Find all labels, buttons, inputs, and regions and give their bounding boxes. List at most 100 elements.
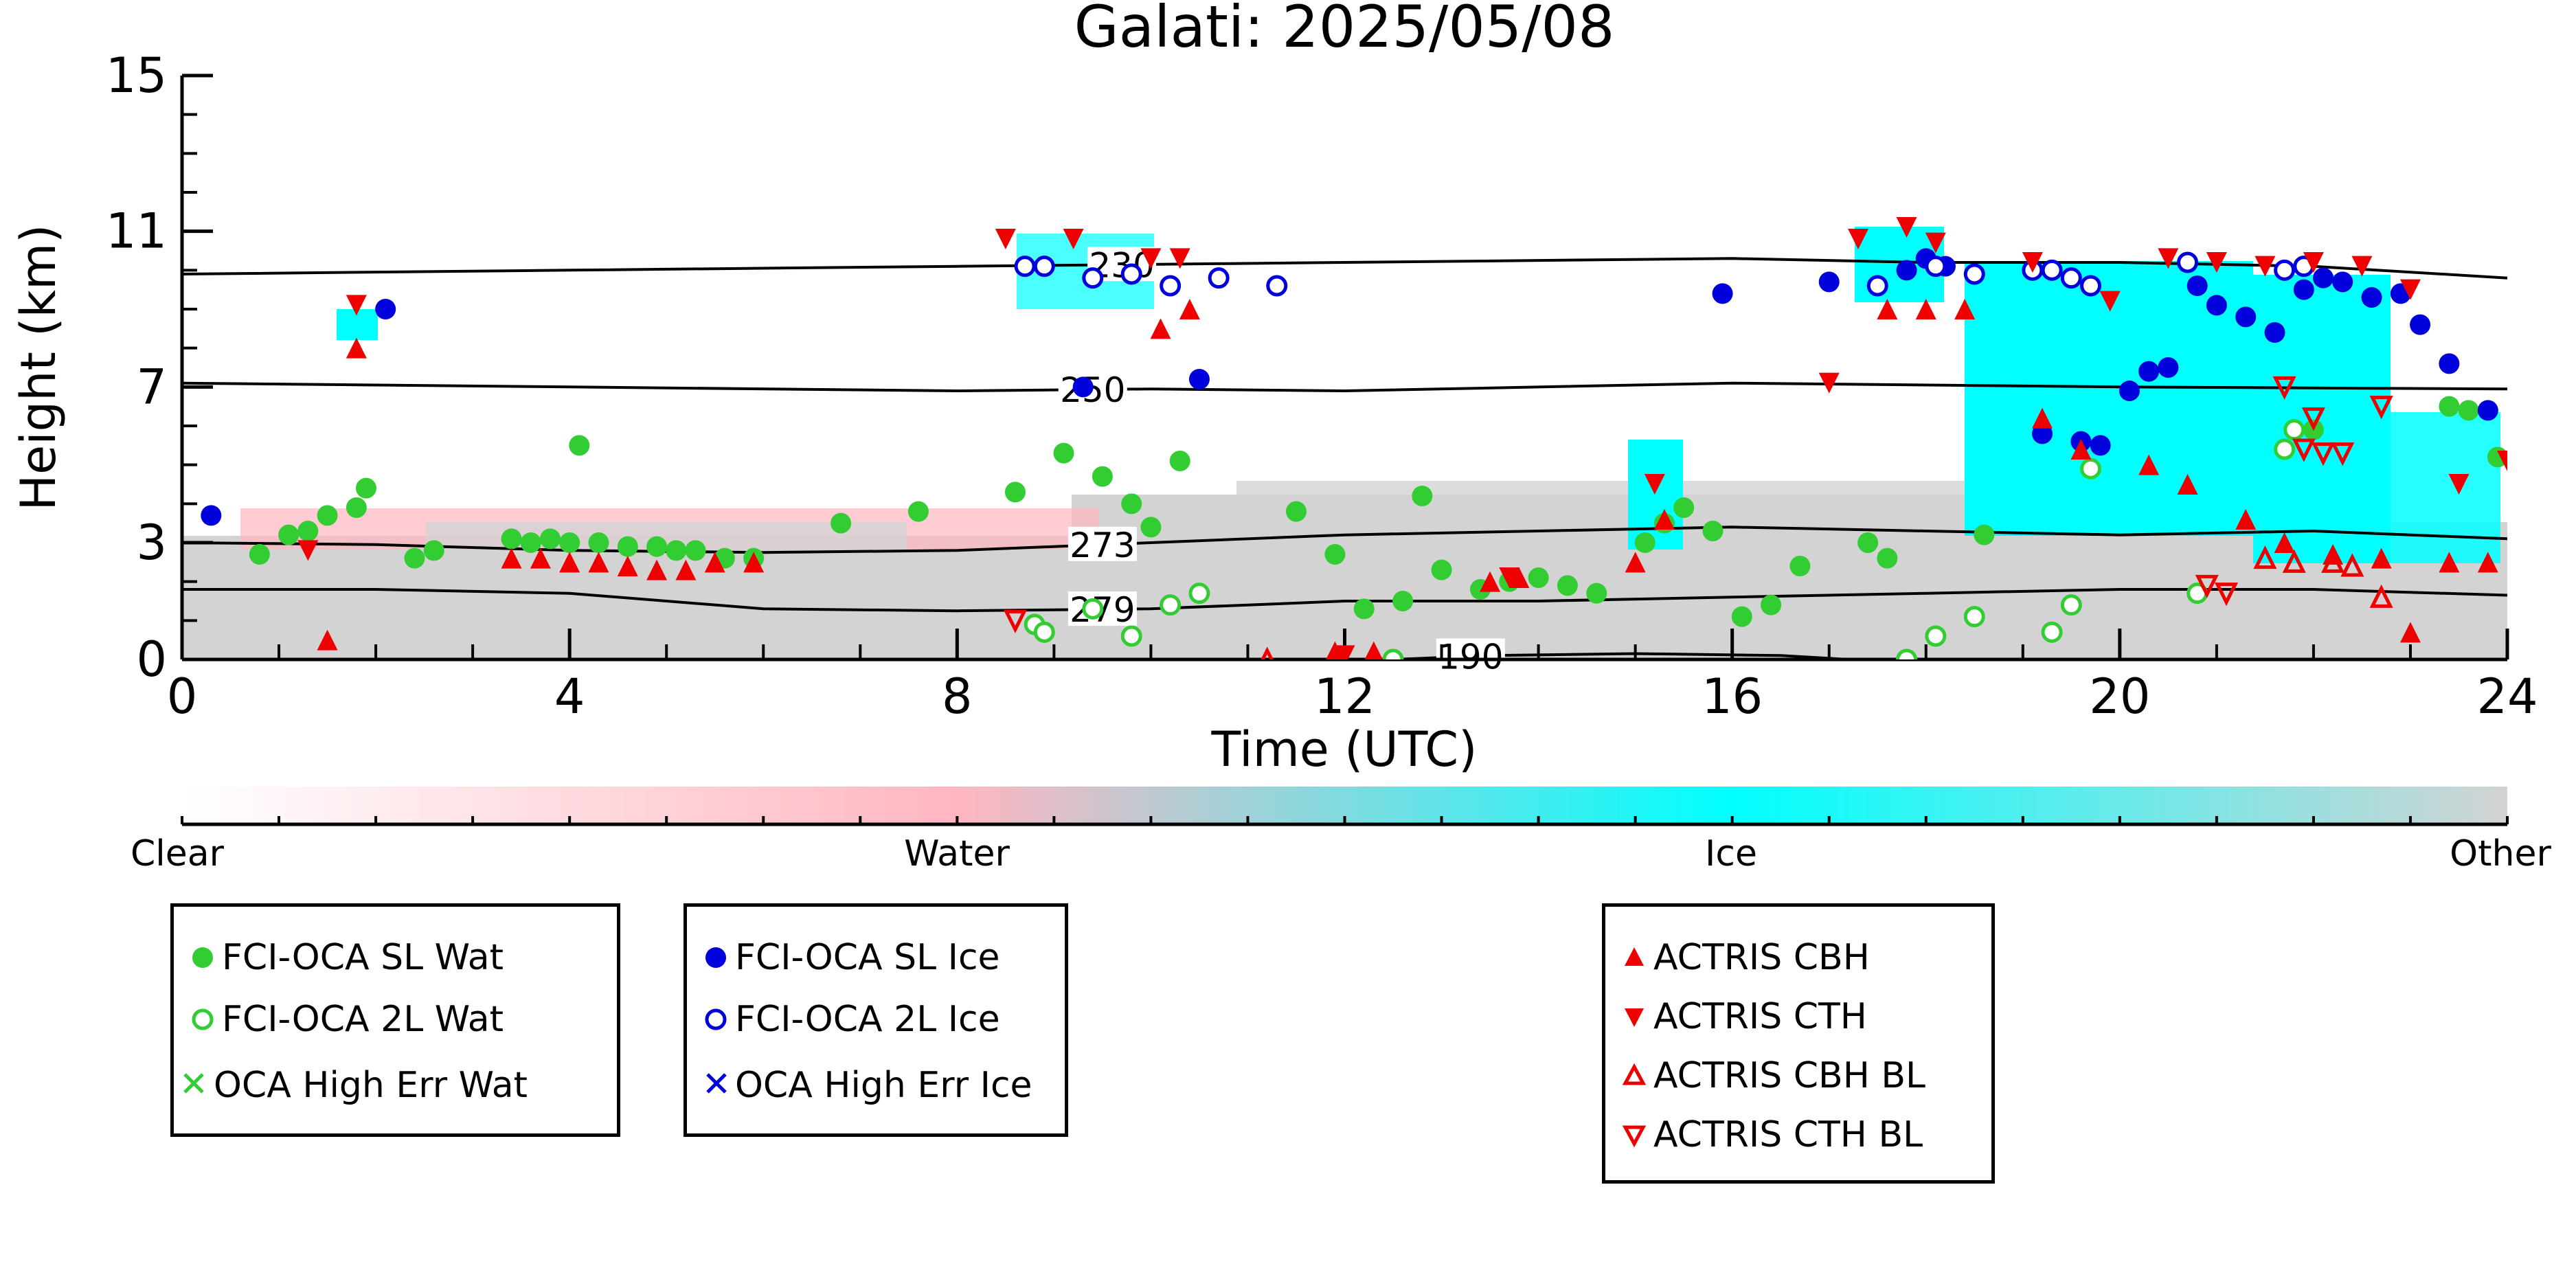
data-point — [1160, 275, 1182, 297]
data-point — [2399, 279, 2421, 300]
data-point — [2206, 252, 2227, 273]
data-point — [743, 552, 765, 573]
data-point — [1925, 625, 1947, 647]
legend-item: FCI-OCA 2L Wat — [174, 999, 504, 1040]
data-point — [675, 559, 697, 580]
legend-label: ACTRIS CBH BL — [1653, 1055, 1925, 1096]
data-point — [1208, 267, 1230, 289]
data-point — [2099, 291, 2121, 312]
data-point — [375, 299, 396, 319]
legend-ice: FCI-OCA SL Ice FCI-OCA 2L Ice OCA High E… — [683, 903, 1068, 1137]
cloud-mask-background — [182, 227, 2507, 659]
data-point — [2264, 322, 2285, 343]
data-point — [2158, 248, 2179, 269]
data-point — [1033, 621, 1055, 643]
colorbar-label-water: Water — [904, 833, 1010, 874]
data-point — [2235, 306, 2257, 328]
data-point — [317, 505, 338, 526]
data-point — [685, 540, 706, 561]
y-tick-label: 0 — [136, 631, 167, 688]
data-point — [1121, 493, 1142, 515]
x-ticks: 0 4 8 12 16 20 24 — [167, 629, 2538, 725]
legend-label: OCA High Err Wat — [214, 1065, 528, 1106]
data-point — [2293, 279, 2314, 300]
data-point — [2022, 252, 2043, 273]
chart-title: Galati: 2025/05/08 — [1074, 0, 1615, 60]
data-point — [2410, 314, 2431, 335]
data-point — [1053, 442, 1074, 464]
data-point — [2214, 583, 2239, 607]
data-point — [1014, 256, 1036, 278]
legend-actris: ACTRIS CBH ACTRIS CTH ACTRIS CBH BL ACTR… — [1602, 903, 1995, 1184]
data-point — [297, 521, 319, 541]
legend-label: FCI-OCA 2L Wat — [222, 999, 504, 1040]
legend-item: ACTRIS CBH BL — [1605, 1055, 1925, 1096]
data-point — [2477, 552, 2498, 573]
data-point — [1382, 648, 1404, 659]
data-point — [831, 512, 852, 534]
data-point — [2399, 622, 2421, 643]
legend-label: ACTRIS CTH — [1653, 996, 1867, 1037]
legend-item: OCA High Err Wat — [174, 1065, 528, 1106]
data-point — [1702, 521, 1724, 541]
data-point — [317, 629, 338, 651]
data-point — [2439, 552, 2460, 573]
data-point — [1334, 645, 1355, 659]
data-point — [1974, 524, 1995, 545]
data-point — [1877, 547, 1898, 569]
filled-circle-marker-icon — [705, 947, 726, 968]
data-point — [646, 559, 668, 580]
data-point — [2340, 553, 2364, 577]
y-tick-label: 3 — [136, 515, 167, 571]
x-axis-label: Time (UTC) — [1211, 721, 1478, 778]
data-point — [995, 229, 1016, 249]
legend-label: OCA High Err Ice — [735, 1065, 1032, 1106]
data-point — [1818, 271, 1840, 293]
data-point — [907, 501, 929, 522]
data-point — [1140, 248, 1162, 269]
data-point — [2274, 259, 2296, 281]
data-point — [1954, 299, 1976, 319]
data-point — [2361, 287, 2382, 308]
data-point — [2303, 252, 2324, 273]
data-point — [2041, 259, 2063, 281]
data-point — [1150, 318, 1171, 339]
data-point — [1925, 256, 1947, 278]
data-point — [1169, 451, 1190, 471]
data-point — [2439, 353, 2460, 374]
data-point — [1877, 299, 1898, 319]
data-point — [1673, 497, 1695, 518]
contour-line — [182, 381, 2507, 393]
legend-item: ACTRIS CTH — [1605, 996, 1867, 1037]
data-point — [2321, 549, 2345, 573]
data-point — [2206, 295, 2227, 316]
data-point — [1140, 517, 1162, 538]
legend-item: ACTRIS CTH BL — [1605, 1114, 1923, 1155]
data-point — [2041, 621, 2063, 643]
data-point — [1003, 609, 1028, 633]
contour-label-bg — [1436, 638, 1505, 673]
data-point — [2187, 275, 2208, 296]
data-point — [559, 552, 580, 573]
data-point — [1557, 575, 1578, 596]
data-point — [1896, 648, 1918, 659]
data-point — [297, 540, 319, 561]
data-point — [1528, 567, 1549, 588]
data-point — [2477, 400, 2498, 421]
contour-labels: 230250273279190 — [1058, 245, 1505, 677]
legend-label: ACTRIS CTH BL — [1653, 1114, 1923, 1155]
legend-label: ACTRIS CBH — [1653, 937, 1870, 978]
data-point — [1866, 275, 1888, 297]
legend-item: FCI-OCA 2L Ice — [687, 999, 1000, 1040]
data-point — [2080, 275, 2102, 297]
data-point — [1509, 567, 1530, 588]
filled-circle-marker-icon — [192, 947, 213, 968]
data-point — [1072, 376, 1094, 398]
data-point — [1586, 583, 1607, 604]
data-point — [1004, 482, 1026, 503]
data-point — [2369, 396, 2393, 420]
data-point — [1963, 606, 1985, 628]
data-point — [501, 528, 522, 550]
y-ticks: 0 3 7 11 15 — [106, 47, 213, 688]
data-point — [1963, 263, 1985, 285]
